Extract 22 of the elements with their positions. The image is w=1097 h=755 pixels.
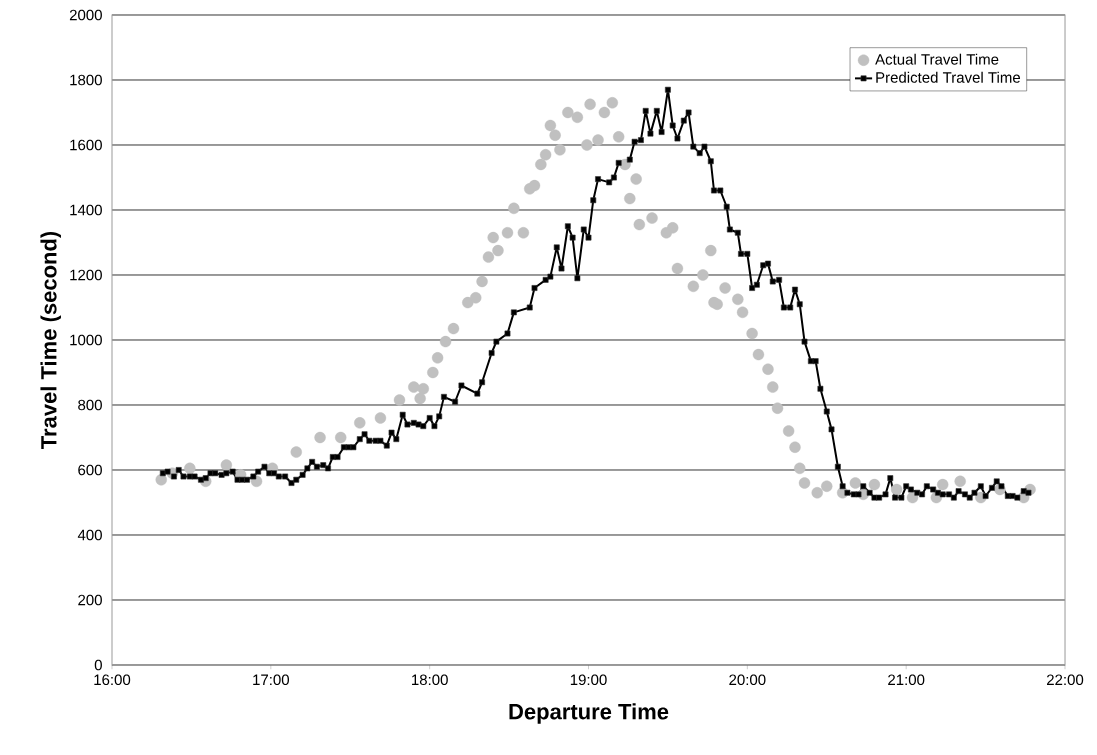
y-tick-label: 1200 bbox=[70, 269, 102, 281]
x-tick-label: 17:00 bbox=[253, 674, 290, 686]
x-tick-label: 22:00 bbox=[1047, 674, 1084, 686]
y-tick-label: 1400 bbox=[70, 204, 102, 216]
y-axis-title: Travel Time (second) bbox=[40, 231, 61, 449]
x-axis-title: Departure Time bbox=[509, 703, 669, 724]
y-tick-label: 1000 bbox=[70, 334, 102, 346]
x-tick-label: 20:00 bbox=[729, 674, 766, 686]
legend-label: Predicted Travel Time bbox=[876, 71, 1021, 83]
y-tick-label: 200 bbox=[78, 594, 102, 606]
y-tick-label: 800 bbox=[78, 399, 102, 411]
y-tick-label: 1600 bbox=[70, 139, 102, 151]
x-tick-label: 18:00 bbox=[412, 674, 448, 686]
y-tick-label: 600 bbox=[78, 464, 102, 476]
x-tick-label: 19:00 bbox=[570, 674, 607, 686]
y-tick-label: 0 bbox=[94, 659, 102, 671]
y-tick-label: 2000 bbox=[69, 9, 102, 21]
y-tick-label: 1800 bbox=[70, 74, 102, 86]
x-tick-label: 16:00 bbox=[94, 674, 131, 686]
legend-label: Actual Travel Time bbox=[875, 53, 999, 65]
x-tick-label: 21:00 bbox=[888, 674, 925, 686]
y-tick-label: 400 bbox=[77, 529, 102, 541]
